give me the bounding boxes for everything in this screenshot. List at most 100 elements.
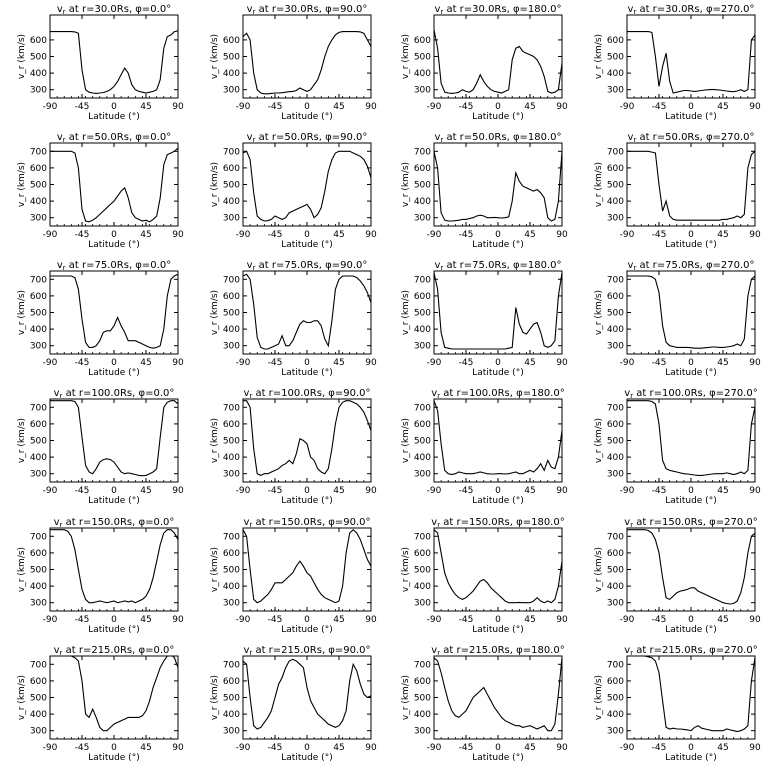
x-tick-label: 90 <box>365 102 377 112</box>
x-tick-label: 45 <box>717 615 728 625</box>
title-sub: r <box>253 8 256 16</box>
y-tick-label: 300 <box>414 727 431 737</box>
panel-title: vr at r=100.0Rs, φ=180.0° <box>431 388 564 400</box>
y-tick-label: 400 <box>607 325 624 335</box>
x-axis-label: Latitude (°) <box>88 240 139 250</box>
x-axis-label: Latitude (°) <box>472 753 523 763</box>
x-tick-label: -90 <box>620 743 635 753</box>
title-var: v <box>624 645 630 656</box>
panel-title: vr at r=75.0Rs, φ=0.0° <box>57 260 171 272</box>
y-tick-label: 600 <box>30 36 47 46</box>
x-tick-label: 45 <box>524 102 535 112</box>
x-tick-label: -45 <box>268 358 283 368</box>
x-tick-label: 45 <box>524 743 535 753</box>
chart-panel: vr at r=75.0Rs, φ=90.0° -90 -45 0 45 90 300 400… <box>210 260 377 378</box>
x-tick-label: -45 <box>459 358 474 368</box>
chart-panel: vr at r=75.0Rs, φ=270.0° -90 -45 0 45 90 300 40… <box>594 260 761 378</box>
x-tick-label: -90 <box>427 102 442 112</box>
title-params: at r=30.0Rs, φ=0.0° <box>66 4 172 15</box>
y-tick-label: 300 <box>30 214 47 224</box>
x-tick-label: 0 <box>304 358 310 368</box>
plot-frame <box>242 527 372 612</box>
x-tick-label: -90 <box>620 615 635 625</box>
series-line <box>50 400 178 477</box>
x-tick-label: 90 <box>749 486 761 496</box>
x-tick-label: 0 <box>688 615 694 625</box>
y-tick-label: 700 <box>607 147 624 157</box>
y-tick-label: 600 <box>414 292 431 302</box>
plot-frame <box>242 398 372 483</box>
y-tick-label: 700 <box>607 532 624 542</box>
x-tick-label: 0 <box>495 743 501 753</box>
x-tick-label: -90 <box>236 486 251 496</box>
series-line <box>243 273 371 350</box>
x-tick-label: 0 <box>688 743 694 753</box>
panel-title: vr at r=100.0Rs, φ=90.0° <box>243 388 370 400</box>
title-sub: r <box>630 649 633 657</box>
chart-panel: vr at r=100.0Rs, φ=0.0° -90 -45 0 45 90 300 400… <box>17 388 184 506</box>
y-tick-label: 500 <box>223 309 240 319</box>
chart-panel: vr at r=150.0Rs, φ=90.0° -90 -45 0 45 90 300 40… <box>210 517 377 635</box>
y-axis-label: v_r (km/s) <box>401 162 411 207</box>
title-var: v <box>624 517 630 528</box>
y-tick-label: 500 <box>223 437 240 447</box>
title-sub: r <box>60 521 63 529</box>
x-tick-label: -90 <box>620 102 635 112</box>
y-tick-label: 400 <box>30 197 47 207</box>
series-line <box>243 150 371 222</box>
title-var: v <box>434 132 440 143</box>
x-axis-label: Latitude (°) <box>88 112 139 122</box>
y-axis-label: v_r (km/s) <box>401 290 411 335</box>
y-tick-label: 500 <box>30 53 47 63</box>
y-axis-label: v_r (km/s) <box>594 675 604 720</box>
x-axis-label: Latitude (°) <box>281 112 332 122</box>
y-tick-label: 400 <box>223 69 240 79</box>
title-params: at r=150.0Rs, φ=180.0° <box>440 517 565 528</box>
y-tick-label: 600 <box>223 164 240 174</box>
y-axis-label: v_r (km/s) <box>17 162 27 207</box>
y-tick-label: 300 <box>607 342 624 352</box>
title-params: at r=75.0Rs, φ=270.0° <box>636 260 754 271</box>
title-params: at r=100.0Rs, φ=0.0° <box>62 388 174 399</box>
x-tick-label: 90 <box>365 615 377 625</box>
title-var: v <box>434 4 440 15</box>
x-tick-label: 0 <box>688 358 694 368</box>
x-tick-label: 0 <box>304 102 310 112</box>
x-tick-label: 45 <box>333 102 344 112</box>
x-axis-label: Latitude (°) <box>281 368 332 378</box>
title-sub: r <box>253 136 256 144</box>
x-tick-label: -90 <box>43 102 58 112</box>
y-tick-label: 700 <box>223 403 240 413</box>
y-axis-label: v_r (km/s) <box>594 290 604 335</box>
x-tick-label: 90 <box>556 358 568 368</box>
y-tick-label: 500 <box>223 566 240 576</box>
plot-frame <box>242 270 372 355</box>
y-tick-label: 400 <box>414 197 431 207</box>
x-tick-label: 45 <box>140 743 151 753</box>
series-line <box>627 150 755 221</box>
x-tick-label: -90 <box>620 230 635 240</box>
x-axis-label: Latitude (°) <box>472 240 523 250</box>
y-axis-label: v_r (km/s) <box>594 418 604 463</box>
y-tick-label: 700 <box>30 403 47 413</box>
title-var: v <box>247 260 253 271</box>
y-tick-label: 400 <box>30 710 47 720</box>
y-tick-label: 300 <box>223 214 240 224</box>
title-var: v <box>434 260 440 271</box>
y-tick-label: 400 <box>414 453 431 463</box>
series-line <box>50 529 178 604</box>
y-tick-label: 500 <box>607 437 624 447</box>
chart-panel: vr at r=30.0Rs, φ=90.0° -90 -45 0 45 90 300 400… <box>210 4 377 122</box>
title-params: at r=30.0Rs, φ=270.0° <box>636 4 754 15</box>
chart-panel: vr at r=50.0Rs, φ=270.0° -90 -45 0 45 90 300 40… <box>594 132 761 250</box>
panel-title: vr at r=30.0Rs, φ=270.0° <box>627 4 754 16</box>
x-tick-label: 90 <box>556 230 568 240</box>
plot-frame <box>49 270 179 355</box>
series-line <box>50 656 178 732</box>
title-sub: r <box>440 136 443 144</box>
y-axis-label: v_r (km/s) <box>17 675 27 720</box>
x-axis-label: Latitude (°) <box>472 496 523 506</box>
x-tick-label: -90 <box>236 743 251 753</box>
x-tick-label: 45 <box>524 230 535 240</box>
x-axis-label: Latitude (°) <box>88 625 139 635</box>
